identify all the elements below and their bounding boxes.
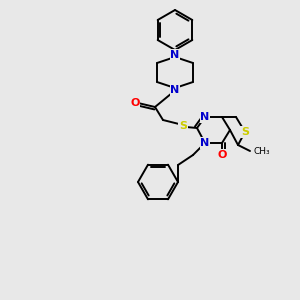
Text: S: S bbox=[241, 127, 249, 137]
Text: S: S bbox=[179, 121, 187, 131]
Text: N: N bbox=[200, 112, 210, 122]
Text: CH₃: CH₃ bbox=[254, 148, 271, 157]
Text: N: N bbox=[200, 138, 210, 148]
Text: N: N bbox=[170, 85, 180, 95]
Text: N: N bbox=[170, 50, 180, 60]
Text: O: O bbox=[130, 98, 140, 108]
Text: O: O bbox=[217, 150, 227, 160]
